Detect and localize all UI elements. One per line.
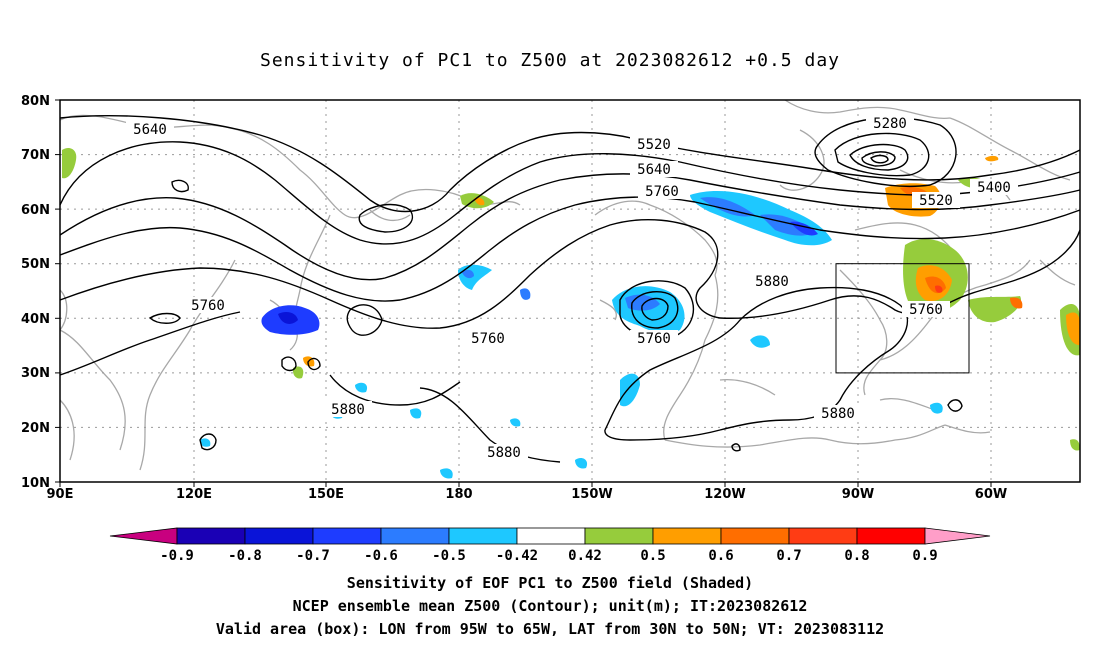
contour-label: 5880 bbox=[755, 274, 789, 290]
colorbar-label: -0.9 bbox=[160, 548, 194, 564]
colorbar-swatch bbox=[652, 527, 722, 545]
contour-label: 5880 bbox=[331, 402, 365, 418]
contour-labels: 5640 5520 5640 5760 5280 5400 5520 5760 … bbox=[126, 115, 1018, 461]
lon-label: 150W bbox=[571, 487, 612, 502]
lat-labels: 80N 70N 60N 50N 40N 30N 20N 10N bbox=[21, 94, 50, 491]
valid-area-box bbox=[835, 263, 970, 374]
contour-label: 5520 bbox=[919, 193, 953, 209]
colorbar-label: 0.8 bbox=[844, 548, 869, 564]
lat-label: 70N bbox=[21, 148, 50, 163]
colorbar-label: 0.5 bbox=[640, 548, 665, 564]
colorbar-swatch bbox=[788, 527, 858, 545]
axis-ticks bbox=[55, 99, 992, 487]
colorbar-swatch bbox=[380, 527, 450, 545]
colorbar-label: 0.7 bbox=[776, 548, 801, 564]
colorbar-swatch bbox=[516, 527, 586, 545]
colorbar-label: -0.42 bbox=[496, 548, 538, 564]
contour-label: 5880 bbox=[487, 445, 521, 461]
contour-label: 5280 bbox=[873, 116, 907, 132]
lat-label: 10N bbox=[21, 476, 50, 491]
caption-contour: NCEP ensemble mean Z500 (Contour); unit(… bbox=[292, 597, 808, 615]
colorbar-swatch bbox=[856, 527, 926, 545]
colorbar-label: -0.5 bbox=[432, 548, 466, 564]
colorbar-swatch bbox=[720, 527, 790, 545]
lon-label: 90W bbox=[842, 487, 874, 502]
lat-label: 50N bbox=[21, 257, 50, 272]
lat-label: 60N bbox=[21, 203, 50, 218]
lon-label: 150E bbox=[308, 487, 344, 502]
contour-label: 5400 bbox=[977, 180, 1011, 196]
contour-label: 5520 bbox=[637, 137, 671, 153]
contour-label: 5760 bbox=[909, 302, 943, 318]
z500-contours bbox=[59, 115, 1081, 463]
colorbar-swatch bbox=[448, 527, 518, 545]
lon-label: 180 bbox=[445, 487, 472, 502]
lat-label: 80N bbox=[21, 94, 50, 109]
lat-label: 40N bbox=[21, 312, 50, 327]
lon-label: 120E bbox=[176, 487, 212, 502]
lon-labels: 90E 120E 150E 180 150W 120W 90W 60W bbox=[47, 487, 1008, 502]
colorbar-label: -0.8 bbox=[228, 548, 262, 564]
lat-label: 20N bbox=[21, 421, 50, 436]
map-frame bbox=[59, 99, 1081, 483]
caption-shading: Sensitivity of EOF PC1 to Z500 field (Sh… bbox=[346, 574, 754, 592]
colorbar-label: 0.9 bbox=[912, 548, 937, 564]
colorbar-swatch bbox=[244, 527, 314, 545]
contour-label: 5760 bbox=[471, 331, 505, 347]
grid-lines bbox=[60, 100, 1080, 482]
captions: Sensitivity of EOF PC1 to Z500 field (Sh… bbox=[0, 572, 1100, 641]
colorbar-swatch bbox=[584, 527, 654, 545]
lat-label: 30N bbox=[21, 366, 50, 381]
chart-title: Sensitivity of PC1 to Z500 at 2023082612… bbox=[259, 50, 840, 71]
colorbar-swatch bbox=[924, 527, 991, 545]
colorbar-label: -0.6 bbox=[364, 548, 398, 564]
colorbar-label: 0.42 bbox=[568, 548, 602, 564]
lon-label: 120W bbox=[704, 487, 745, 502]
contour-label: 5640 bbox=[133, 122, 167, 138]
contour-label: 5760 bbox=[645, 184, 679, 200]
colorbar-label: 0.6 bbox=[708, 548, 733, 564]
colorbar-labels: -0.9 -0.8 -0.7 -0.6 -0.5 -0.42 0.42 0.5 … bbox=[160, 548, 938, 564]
contour-label: 5640 bbox=[637, 162, 671, 178]
contour-label: 5760 bbox=[191, 298, 225, 314]
colorbar bbox=[109, 527, 991, 545]
lon-label: 60W bbox=[975, 487, 1007, 502]
lon-label: 90E bbox=[47, 487, 74, 502]
colorbar-label: -0.7 bbox=[296, 548, 330, 564]
contour-label: 5880 bbox=[821, 406, 855, 422]
contour-label: 5760 bbox=[637, 331, 671, 347]
colorbar-swatch bbox=[312, 527, 382, 545]
colorbar-swatch bbox=[176, 527, 246, 545]
colorbar-swatch bbox=[109, 527, 178, 545]
caption-valid-area: Valid area (box): LON from 95W to 65W, L… bbox=[215, 620, 885, 638]
